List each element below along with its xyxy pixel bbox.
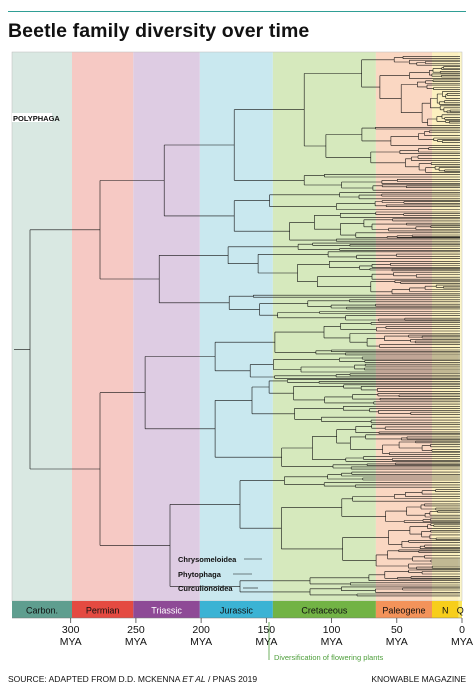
period-band-triassic [133, 52, 200, 601]
axis-tick-unit-100: MYA [321, 636, 343, 648]
period-bar-q [458, 601, 462, 618]
period-bar-paleogene [375, 601, 432, 618]
curculionoidea-label: Curculionoidea [178, 584, 233, 593]
axis-tick-unit-150: MYA [255, 636, 277, 648]
polyphaga-label-bg [12, 113, 52, 122]
axis-tick-label-50: 50 [391, 624, 403, 636]
polyphaga-label: POLYPHAGA [13, 114, 60, 123]
period-band-jurassic [199, 52, 273, 601]
period-bar-cretaceous [272, 601, 376, 618]
source-suffix: / PNAS 2019 [205, 674, 258, 684]
source-et-al: ET AL [182, 674, 206, 684]
period-label-n: N [442, 606, 449, 616]
phytophaga-label: Phytophaga [178, 570, 222, 579]
phylogenetic-tree [14, 56, 460, 597]
period-label-paleogene: Paleogene [382, 606, 425, 616]
publisher-credit: KNOWABLE MAGAZINE [371, 674, 466, 684]
period-band-permian [72, 52, 134, 601]
period-label-jurassic: Jurassic [220, 606, 254, 616]
period-bar-permian [72, 601, 134, 618]
axis-tick-label-200: 200 [192, 624, 210, 636]
source-credit: SOURCE: ADAPTED FROM D.D. MCKENNA ET AL … [8, 674, 257, 684]
axis-tick-unit-200: MYA [190, 636, 212, 648]
period-band-carbon [12, 52, 72, 601]
period-label-permian: Permian [86, 606, 120, 616]
flowering-plants-label: Diversification of flowering plants [274, 653, 383, 662]
axis-tick-unit-300: MYA [60, 636, 82, 648]
period-label-cretaceous: Cretaceous [301, 606, 348, 616]
period-label-triassic: Triassic [151, 606, 182, 616]
period-bar-carbon [12, 601, 72, 618]
period-bar-n [432, 601, 459, 618]
axis-tick-unit-250: MYA [125, 636, 147, 648]
period-background-layer [11, 51, 463, 602]
page-title: Beetle family diversity over time [8, 20, 310, 42]
period-band-q [458, 52, 462, 601]
header-rule [8, 11, 466, 12]
axis-tick-label-0: 0 [459, 624, 465, 636]
annotations: POLYPHAGA Chrysomeloidea Phytophaga Curc… [12, 113, 383, 662]
chrysomeloidea-label: Chrysomeloidea [178, 555, 237, 564]
axis-tick-label-100: 100 [323, 624, 341, 636]
period-bar-triassic [133, 601, 200, 618]
axis-tick-label-250: 250 [127, 624, 145, 636]
source-prefix: SOURCE: ADAPTED FROM D.D. MCKENNA [8, 674, 183, 684]
geologic-time-bar: Carbon. Permian Triassic Jurassic Cretaceous… [12, 601, 464, 618]
period-label-carbon: Carbon. [26, 606, 58, 616]
axis-tick-unit-0: MYA [451, 636, 473, 648]
period-bar-jurassic [199, 601, 273, 618]
period-label-q: Q [457, 606, 464, 616]
axis-tick-label-150: 150 [258, 624, 276, 636]
tree-branches [14, 56, 460, 597]
axis-tick-unit-50: MYA [386, 636, 408, 648]
axis-tick-label-300: 300 [62, 624, 80, 636]
